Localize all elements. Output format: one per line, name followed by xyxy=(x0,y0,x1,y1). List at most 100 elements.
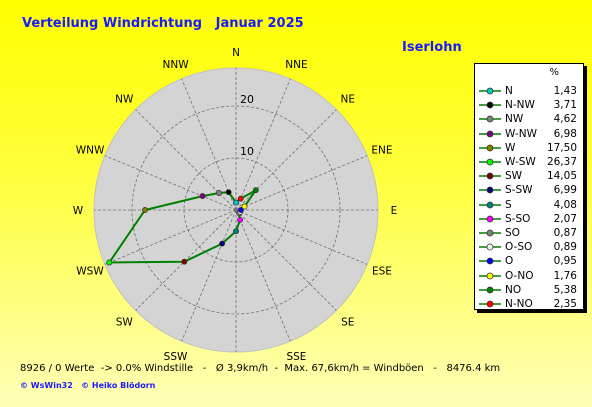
legend-value: 0,95 xyxy=(553,255,577,268)
copyright: © WsWin32 © Heiko Blödorn xyxy=(20,381,156,390)
legend-marker-icon xyxy=(479,272,501,279)
legend-value: 0,87 xyxy=(553,227,577,239)
legend-label: N-NO xyxy=(505,298,533,310)
legend-label: S xyxy=(505,198,512,211)
legend-value: 17,50 xyxy=(546,141,577,154)
legend-marker-icon xyxy=(479,130,501,137)
data-point xyxy=(237,216,244,223)
radial-tick-label: 10 xyxy=(240,145,254,158)
legend-marker-icon xyxy=(479,172,501,180)
legend-value: 5,38 xyxy=(553,283,577,296)
legend-label: N-NW xyxy=(505,99,535,112)
grid-spoke xyxy=(235,209,291,342)
legend-item: NW 4,62 xyxy=(475,112,583,126)
legend-value: 0,89 xyxy=(553,241,577,254)
data-point xyxy=(216,190,222,196)
legend-value: 6,98 xyxy=(553,127,577,140)
legend-marker-icon xyxy=(479,300,501,308)
legend-marker-icon xyxy=(479,158,501,166)
data-point xyxy=(233,199,239,206)
station-name: Iserlohn xyxy=(402,40,462,55)
data-point xyxy=(252,187,259,194)
direction-label: WNW xyxy=(76,145,105,157)
legend-label: NW xyxy=(505,113,524,126)
direction-label: SSE xyxy=(286,351,306,360)
grid-spoke xyxy=(181,209,237,342)
legend-label: SW xyxy=(505,170,523,183)
direction-label: NE xyxy=(340,93,355,105)
grid-spoke xyxy=(235,209,368,265)
legend-label: W-SW xyxy=(505,156,536,168)
legend-marker-icon xyxy=(479,101,501,109)
data-point xyxy=(181,258,188,265)
legend-marker-icon xyxy=(479,186,501,194)
legend-marker-icon xyxy=(479,144,501,152)
legend: % N 1,43 N-NW 3,71 NW 4,62 W-NW 6,98 W 17,50 W-SW 2… xyxy=(474,63,584,310)
legend-value: 1,43 xyxy=(553,85,577,97)
legend-item: W 17,50 xyxy=(475,141,583,155)
legend-marker-icon xyxy=(479,257,501,265)
legend-label: SO xyxy=(505,227,520,239)
data-point xyxy=(233,228,239,235)
legend-value: 26,37 xyxy=(546,156,577,168)
data-point xyxy=(142,207,148,213)
legend-item: S-SO 2,07 xyxy=(475,212,583,226)
legend-marker-icon xyxy=(479,115,501,123)
direction-label: NW xyxy=(115,93,134,105)
direction-label: NNW xyxy=(162,59,189,71)
legend-label: O-SO xyxy=(505,241,533,254)
direction-label: SW xyxy=(116,317,134,329)
legend-label: O xyxy=(505,255,514,268)
legend-value: 1,76 xyxy=(553,269,577,282)
data-point xyxy=(237,207,244,213)
legend-item: NO 5,38 xyxy=(475,283,583,297)
legend-label: W-NW xyxy=(505,127,537,140)
legend-label: N xyxy=(505,85,513,97)
data-point xyxy=(237,195,244,202)
legend-label: W xyxy=(505,141,516,154)
legend-item: SO 0,87 xyxy=(475,226,583,240)
data-point xyxy=(199,193,206,200)
direction-label: ESE xyxy=(372,265,392,277)
legend-value: 6,99 xyxy=(553,184,577,197)
grid-spoke xyxy=(104,209,237,265)
chart-title: Verteilung Windrichtung Januar 2025 xyxy=(22,16,304,31)
legend-item: SW 14,05 xyxy=(475,169,583,183)
direction-label: W xyxy=(73,205,84,217)
grid-spoke xyxy=(181,78,237,211)
grid-ring xyxy=(131,105,341,315)
legend-marker-icon xyxy=(479,201,501,208)
legend-item: N 1,43 xyxy=(475,84,583,98)
legend-item: O 0,95 xyxy=(475,254,583,268)
grid-spoke xyxy=(235,155,368,211)
legend-unit: % xyxy=(549,67,559,78)
data-point xyxy=(241,203,248,210)
data-point xyxy=(106,259,113,266)
legend-label: O-NO xyxy=(505,269,534,282)
legend-value: 3,71 xyxy=(553,99,577,112)
direction-label: E xyxy=(391,205,398,217)
direction-label: SSW xyxy=(164,351,188,360)
grid-spoke xyxy=(135,109,237,211)
legend-value: 14,05 xyxy=(546,170,577,183)
legend-marker-icon xyxy=(479,229,501,237)
direction-label: WSW xyxy=(76,265,104,277)
radial-tick-label: 20 xyxy=(240,93,254,106)
data-point xyxy=(219,240,226,247)
legend-marker-icon xyxy=(479,215,501,223)
legend-value: 4,62 xyxy=(553,113,577,126)
footer-stats: 8926 / 0 Werte -> 0.0% Windstille - Ø 3,… xyxy=(20,363,501,374)
direction-label: N xyxy=(232,47,240,59)
direction-label: SE xyxy=(341,317,354,329)
grid-spoke xyxy=(235,78,291,211)
grid-spoke xyxy=(104,155,237,211)
data-point xyxy=(225,189,232,196)
legend-item: S 4,08 xyxy=(475,198,583,212)
legend-item: N-NO 2,35 xyxy=(475,297,583,311)
legend-item: O-SO 0,89 xyxy=(475,240,583,254)
legend-marker-icon xyxy=(479,243,501,251)
legend-value: 4,08 xyxy=(553,198,577,211)
legend-item: S-SW 6,99 xyxy=(475,183,583,197)
direction-label: ENE xyxy=(371,145,392,157)
legend-value: 2,35 xyxy=(553,298,577,310)
